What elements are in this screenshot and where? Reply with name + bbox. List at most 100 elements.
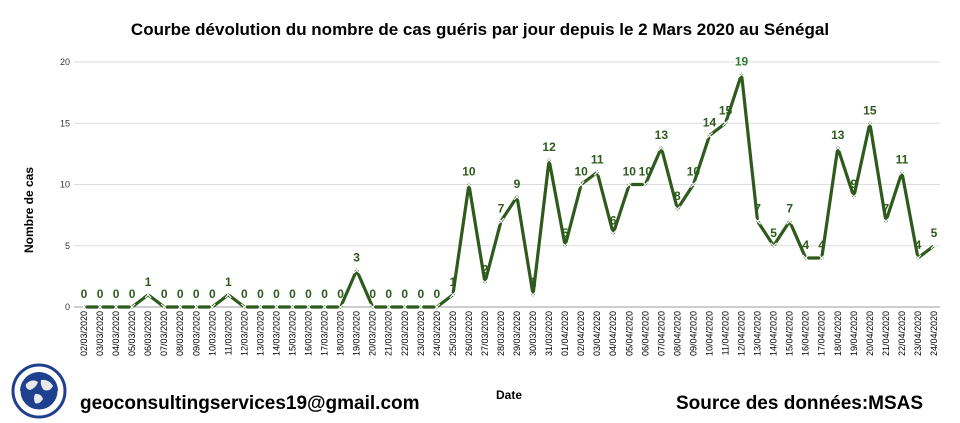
- x-axis-title: Date: [496, 388, 522, 402]
- data-point: [497, 217, 505, 225]
- x-tick-label: 03/03/2020: [95, 311, 105, 356]
- data-label: 10: [462, 165, 476, 179]
- data-label: 1: [530, 275, 537, 289]
- x-tick-label: 17/04/2020: [817, 311, 827, 356]
- x-tick-label: 02/04/2020: [576, 311, 586, 356]
- data-label: 0: [193, 287, 200, 301]
- data-point: [930, 242, 938, 250]
- x-tick-label: 22/04/2020: [897, 311, 907, 356]
- x-tick-label: 05/03/2020: [127, 311, 137, 356]
- x-tick-label: 06/04/2020: [640, 311, 650, 356]
- globe-icon: [11, 363, 67, 419]
- x-tick-label: 23/04/2020: [913, 311, 923, 356]
- data-point: [657, 144, 665, 152]
- x-tick-label: 24/03/2020: [432, 311, 442, 356]
- x-tick-label: 13/03/2020: [255, 311, 265, 356]
- x-tick-label: 23/03/2020: [416, 311, 426, 356]
- y-tick-label: 10: [60, 180, 70, 190]
- x-tick-label: 12/04/2020: [737, 311, 747, 356]
- data-point: [481, 279, 489, 286]
- x-tick-label: 29/03/2020: [512, 311, 522, 356]
- data-label: 0: [305, 287, 312, 301]
- data-label: 0: [257, 287, 264, 301]
- x-tick-label: 14/03/2020: [271, 311, 281, 356]
- y-tick-label: 0: [65, 302, 70, 312]
- data-point: [208, 303, 216, 311]
- data-label: 0: [321, 287, 328, 301]
- x-tick-label: 02/03/2020: [79, 311, 89, 356]
- data-point: [401, 303, 409, 311]
- data-point: [273, 303, 280, 311]
- data-label: 10: [574, 165, 588, 179]
- data-label: 10: [639, 165, 653, 179]
- x-tick-label: 18/03/2020: [336, 311, 346, 356]
- data-point: [289, 303, 296, 311]
- data-label: 5: [770, 226, 777, 240]
- data-label: 10: [687, 165, 701, 179]
- data-label: 0: [161, 287, 168, 301]
- x-tick-label: 13/04/2020: [753, 311, 763, 356]
- data-label: 19: [735, 54, 749, 68]
- data-label: 7: [754, 201, 761, 215]
- data-label: 0: [433, 287, 440, 301]
- data-point: [465, 181, 473, 188]
- x-tick-label: 24/04/2020: [929, 311, 939, 356]
- x-tick-label: 17/03/2020: [320, 311, 330, 356]
- data-point: [305, 303, 312, 311]
- data-point: [882, 217, 890, 225]
- data-label: 15: [863, 103, 877, 117]
- data-point: [834, 144, 842, 152]
- x-tick-label: 10/04/2020: [704, 311, 714, 356]
- data-point: [690, 181, 697, 188]
- y-tick-label: 20: [60, 57, 70, 67]
- data-point: [738, 70, 745, 78]
- data-point: [369, 303, 377, 311]
- x-tick-label: 25/03/2020: [448, 311, 458, 356]
- x-tick-label: 11/03/2020: [223, 311, 233, 355]
- data-point: [417, 303, 425, 311]
- data-point: [625, 181, 633, 188]
- x-tick-label: 21/04/2020: [881, 311, 891, 356]
- data-label: 13: [831, 128, 845, 142]
- x-tick-label: 03/04/2020: [592, 311, 602, 356]
- data-label: 0: [177, 287, 184, 301]
- data-label: 11: [896, 152, 909, 166]
- data-label: 0: [385, 287, 392, 301]
- x-tick-label: 10/03/2020: [207, 311, 217, 356]
- data-point: [433, 303, 441, 311]
- data-point: [224, 291, 232, 299]
- data-label: 13: [655, 128, 669, 142]
- data-label: 7: [786, 201, 793, 215]
- data-label: 0: [417, 287, 424, 301]
- x-tick-label: 28/03/2020: [496, 311, 506, 356]
- x-tick-label: 20/03/2020: [368, 311, 378, 356]
- data-label: 1: [225, 275, 232, 289]
- data-point: [321, 303, 328, 311]
- data-point: [256, 303, 264, 311]
- x-tick-label: 21/03/2020: [384, 311, 394, 356]
- x-tick-label: 15/04/2020: [785, 311, 795, 356]
- data-points: [80, 70, 938, 311]
- contact-email: geoconsultingservices19@gmail.com: [80, 393, 420, 414]
- data-point: [545, 156, 553, 164]
- data-label: 14: [703, 116, 717, 130]
- data-label: 1: [450, 275, 457, 289]
- data-point: [770, 242, 778, 250]
- series-line-path: [84, 72, 935, 309]
- data-point: [385, 303, 393, 311]
- data-source: Source des données:MSAS: [676, 393, 924, 414]
- x-tick-label: 05/04/2020: [624, 311, 634, 356]
- x-tick-label: 07/04/2020: [656, 311, 666, 356]
- data-point: [850, 193, 858, 201]
- x-tick-label: 19/03/2020: [352, 311, 362, 356]
- x-tick-label: 18/04/2020: [833, 311, 843, 356]
- data-point: [898, 168, 906, 176]
- x-tick-label: 26/03/2020: [464, 311, 474, 356]
- data-point: [722, 119, 729, 127]
- x-tick-label: 19/04/2020: [849, 311, 859, 356]
- data-point: [561, 242, 569, 250]
- x-tick-label: 04/04/2020: [608, 311, 618, 356]
- data-label: 0: [209, 287, 216, 301]
- x-tick-label: 08/04/2020: [672, 311, 682, 356]
